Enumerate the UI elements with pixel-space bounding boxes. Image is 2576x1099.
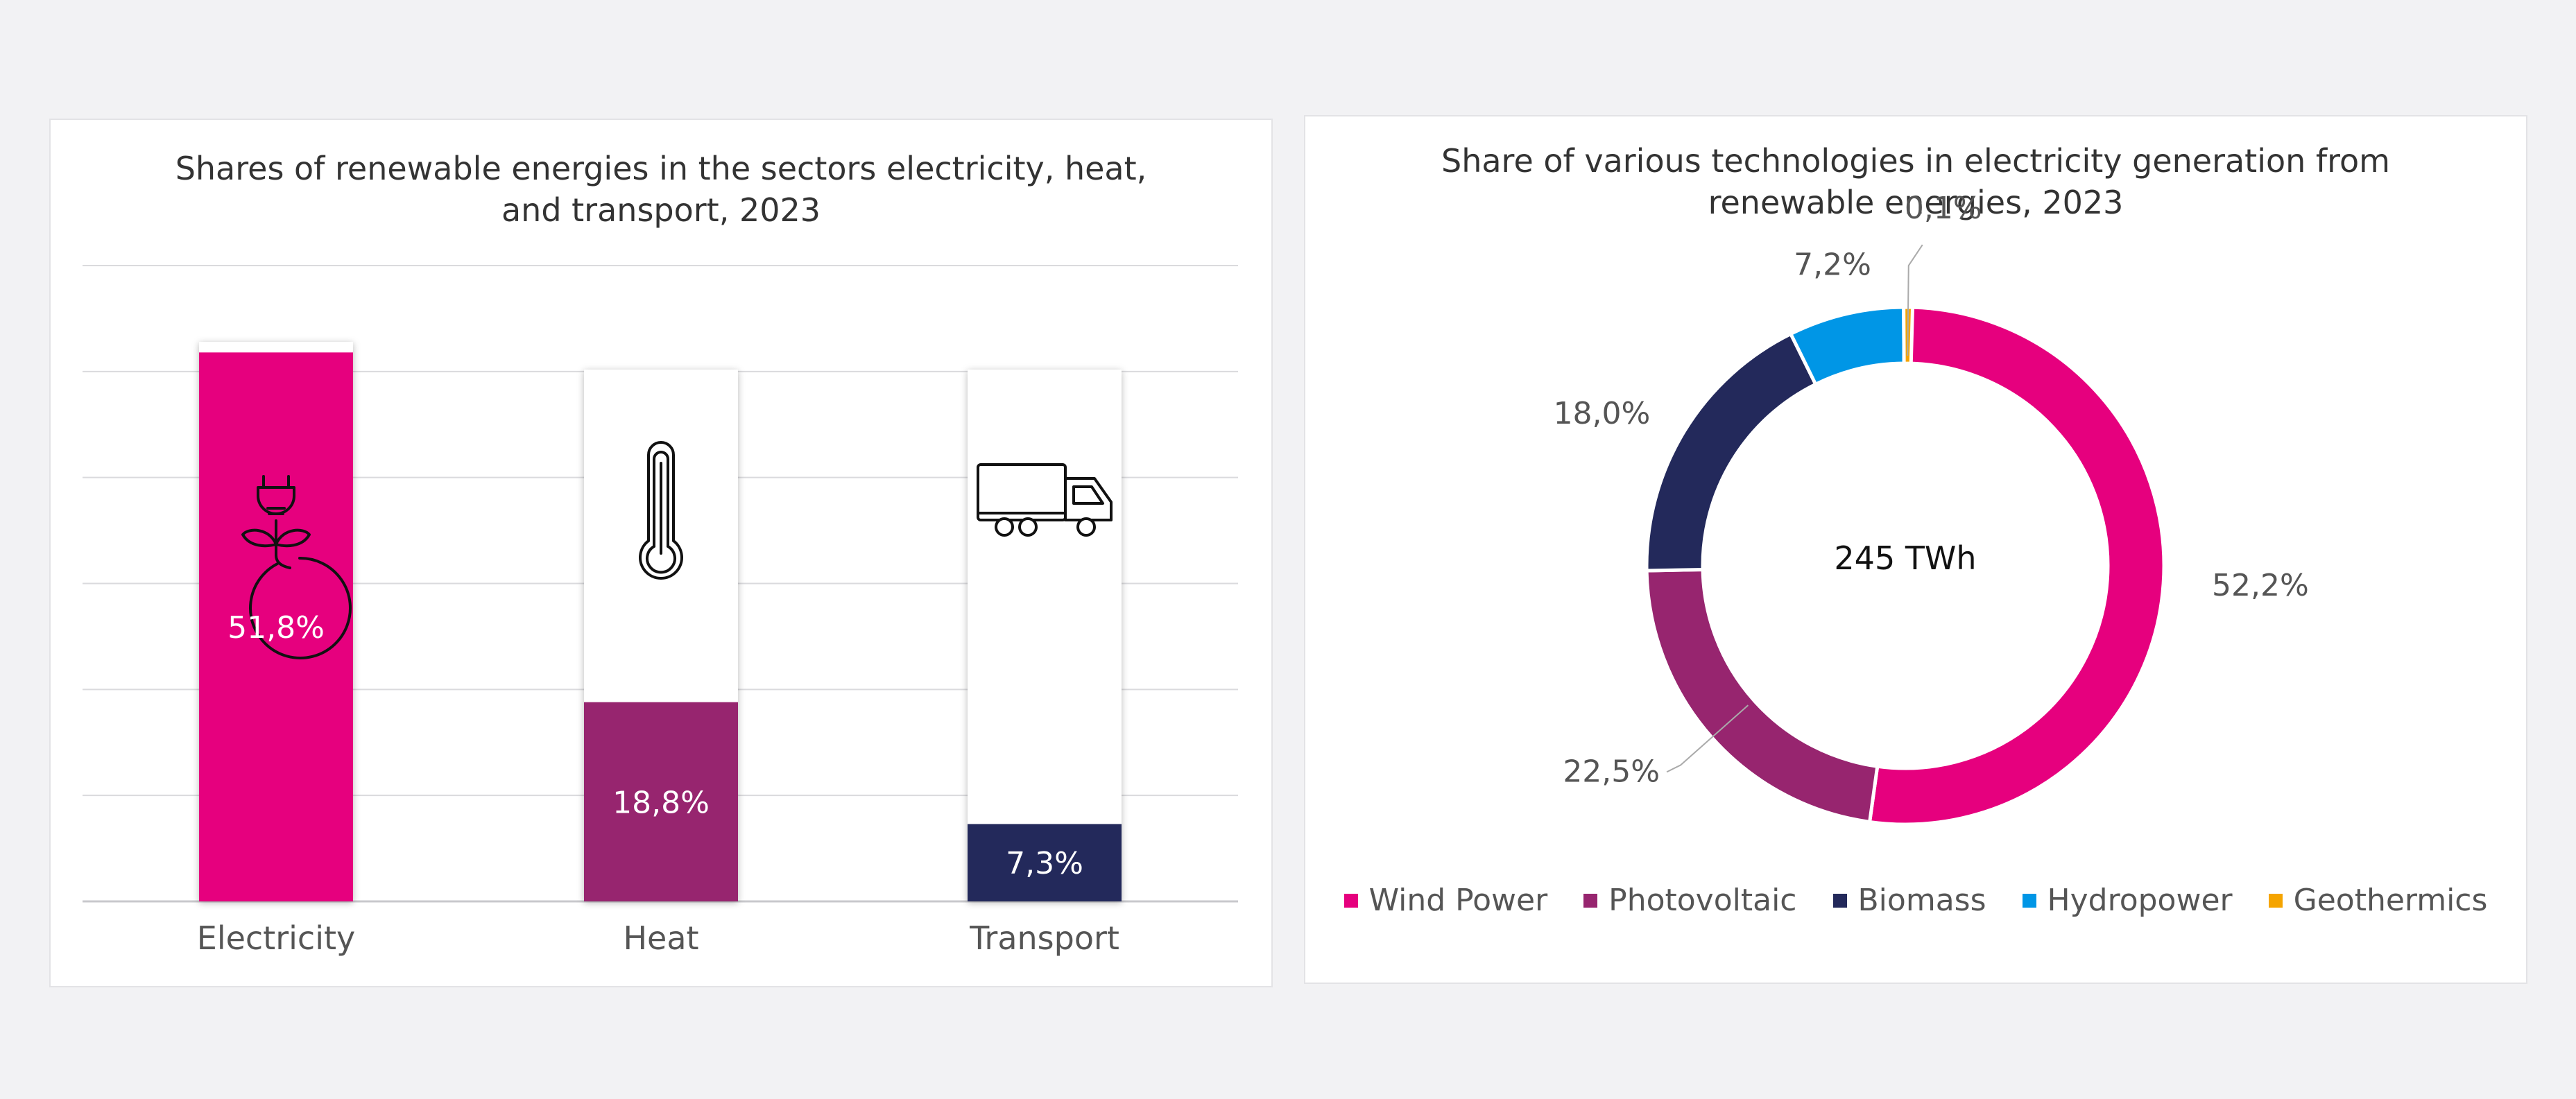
bar-transport xyxy=(968,824,1122,901)
legend-label: Geothermics xyxy=(2293,883,2488,918)
donut-leader-line xyxy=(1907,244,1923,356)
donut-chart-title-line-1: Share of various technologies in electri… xyxy=(1441,142,2390,180)
donut-value-label: 22,5% xyxy=(1563,754,1660,789)
legend-swatch xyxy=(1343,893,1358,908)
legend-swatch xyxy=(2268,893,2283,908)
truck-icon xyxy=(977,463,1113,537)
legend-swatch xyxy=(1832,893,1847,908)
donut-center-label: 245 TWh xyxy=(1834,539,1976,577)
donut-chart-panel: Share of various technologies in electri… xyxy=(1304,115,2527,984)
legend-item-biomass: Biomass xyxy=(1832,883,1986,918)
donut-value-label: 7,2% xyxy=(1794,247,1871,282)
bar-value-label: 18,8% xyxy=(612,785,710,820)
legend-item-geothermics: Geothermics xyxy=(2268,883,2488,918)
donut-slice-wind-power xyxy=(1867,305,2166,827)
bar-value-label: 51,8% xyxy=(227,610,325,646)
bar-chart-title-line-1: Shares of renewable energies in the sect… xyxy=(175,150,1147,187)
bar-chart-svg: 51,8% 18,8% 7,3% Electricity Heat Transport xyxy=(83,265,1238,957)
donut-chart-title-line-2: renewable energies, 2023 xyxy=(1708,184,2124,221)
bar-electricity xyxy=(199,352,353,901)
bar-column-background xyxy=(968,370,1122,901)
donut-leader-line xyxy=(1666,704,1749,773)
donut-slice-biomass xyxy=(1645,331,1819,573)
thermometer-icon xyxy=(639,441,683,580)
legend-label: Biomass xyxy=(1857,883,1986,918)
donut-chart-title: Share of various technologies in electri… xyxy=(1305,140,2526,223)
donut-value-label: 18,0% xyxy=(1554,396,1651,431)
bar-chart-title: Shares of renewable energies in the sect… xyxy=(51,148,1271,231)
bar-chart-title-line-2: and transport, 2023 xyxy=(501,191,821,229)
donut-legend: Wind Power Photovoltaic Biomass Hydropower G… xyxy=(1305,883,2526,918)
legend-label: Photovoltaic xyxy=(1608,883,1797,918)
category-label-transport: Transport xyxy=(969,919,1119,957)
donut-slice-photovoltaic xyxy=(1645,567,1880,824)
legend-swatch xyxy=(2022,893,2036,908)
bar-value-label: 7,3% xyxy=(1006,846,1083,881)
legend-item-wind-power: Wind Power xyxy=(1343,883,1548,918)
legend-swatch xyxy=(1583,893,1598,908)
bar-heat xyxy=(584,702,738,901)
legend-item-hydropower: Hydropower xyxy=(2022,883,2233,918)
category-label-heat: Heat xyxy=(623,919,698,957)
donut-chart-svg: 52,2% 22,5% 18,0% 7,2% 0,1% 245 TWh xyxy=(1554,191,2309,827)
plug-leaf-icon xyxy=(241,475,352,659)
legend-label: Hydropower xyxy=(2047,883,2233,918)
bar-chart-panel: Shares of renewable energies in the sect… xyxy=(49,119,1273,987)
donut-value-label: 0,1% xyxy=(1905,191,1982,226)
legend-label: Wind Power xyxy=(1368,883,1548,918)
category-label-electricity: Electricity xyxy=(197,919,356,957)
legend-item-photovoltaic: Photovoltaic xyxy=(1583,883,1797,918)
donut-value-label: 52,2% xyxy=(2212,568,2309,603)
